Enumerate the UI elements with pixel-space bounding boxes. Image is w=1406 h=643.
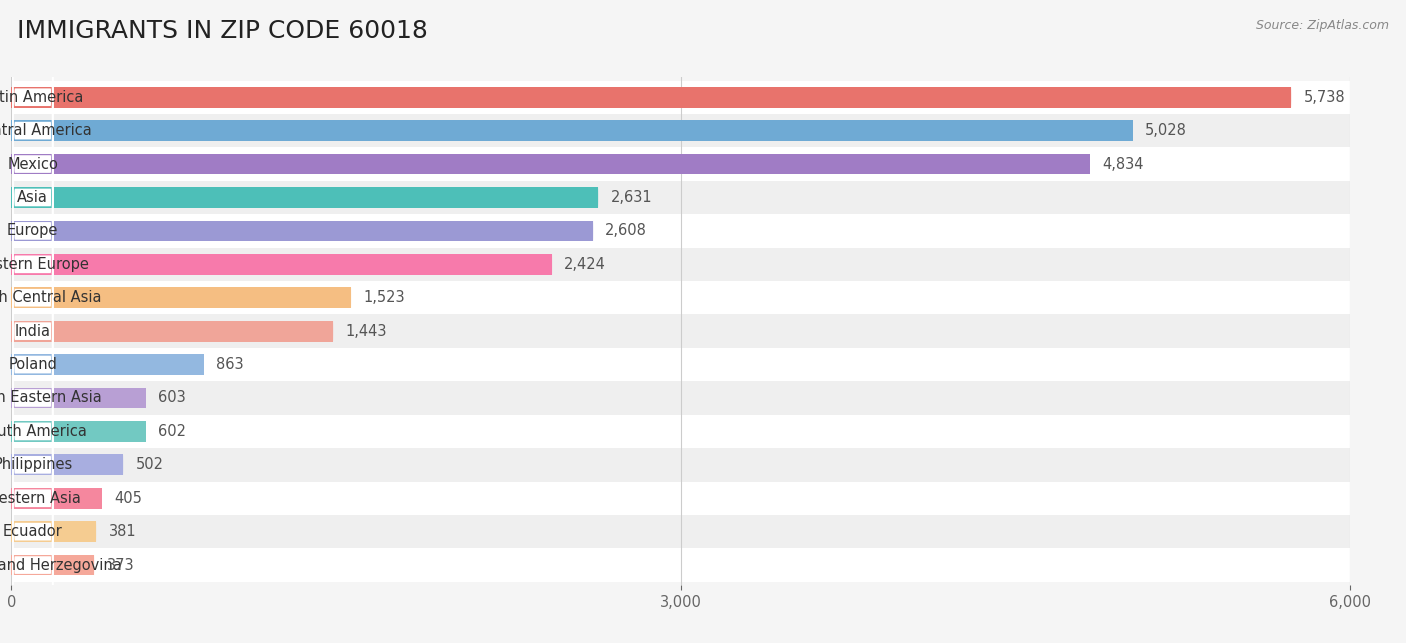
- Bar: [11, 354, 204, 375]
- FancyBboxPatch shape: [13, 0, 53, 643]
- Bar: [0, 448, 1406, 482]
- Bar: [11, 488, 101, 509]
- Bar: [11, 287, 352, 308]
- Text: Asia: Asia: [17, 190, 48, 205]
- Bar: [0, 314, 1406, 348]
- Bar: [11, 421, 146, 442]
- FancyBboxPatch shape: [13, 173, 53, 643]
- Text: Philippines: Philippines: [0, 457, 72, 473]
- Text: Central America: Central America: [0, 123, 93, 138]
- Text: South Central Asia: South Central Asia: [0, 290, 101, 305]
- Bar: [11, 120, 1133, 141]
- Bar: [11, 388, 146, 408]
- Text: Europe: Europe: [7, 223, 59, 239]
- Text: Bosnia and Herzegovina: Bosnia and Herzegovina: [0, 557, 122, 572]
- Text: Latin America: Latin America: [0, 90, 83, 105]
- Bar: [11, 154, 1090, 174]
- FancyBboxPatch shape: [13, 140, 53, 643]
- Text: Source: ZipAtlas.com: Source: ZipAtlas.com: [1256, 19, 1389, 32]
- FancyBboxPatch shape: [13, 6, 53, 643]
- Bar: [0, 548, 1406, 582]
- Text: 1,523: 1,523: [363, 290, 405, 305]
- Text: 502: 502: [135, 457, 163, 473]
- Bar: [11, 187, 598, 208]
- Text: Western Asia: Western Asia: [0, 491, 80, 506]
- Text: South America: South America: [0, 424, 87, 439]
- FancyBboxPatch shape: [13, 0, 53, 556]
- Text: 2,631: 2,631: [610, 190, 652, 205]
- Text: 602: 602: [157, 424, 186, 439]
- Text: 373: 373: [107, 557, 135, 572]
- Text: 2,608: 2,608: [606, 223, 647, 239]
- Bar: [11, 555, 94, 575]
- Bar: [0, 381, 1406, 415]
- FancyBboxPatch shape: [13, 0, 53, 643]
- Bar: [0, 248, 1406, 281]
- Text: South Eastern Asia: South Eastern Asia: [0, 390, 103, 406]
- FancyBboxPatch shape: [13, 0, 53, 489]
- Bar: [11, 321, 333, 341]
- Text: Poland: Poland: [8, 357, 58, 372]
- FancyBboxPatch shape: [13, 0, 53, 643]
- FancyBboxPatch shape: [13, 0, 53, 623]
- FancyBboxPatch shape: [13, 0, 53, 643]
- Text: India: India: [15, 323, 51, 339]
- Text: Mexico: Mexico: [7, 156, 58, 172]
- Bar: [11, 87, 1291, 107]
- Bar: [0, 281, 1406, 314]
- Bar: [0, 181, 1406, 214]
- Bar: [11, 221, 593, 241]
- Bar: [0, 80, 1406, 114]
- Bar: [0, 415, 1406, 448]
- Text: Ecuador: Ecuador: [3, 524, 63, 539]
- Bar: [11, 521, 96, 542]
- FancyBboxPatch shape: [13, 73, 53, 643]
- Bar: [0, 147, 1406, 181]
- Bar: [0, 515, 1406, 548]
- Text: 4,834: 4,834: [1102, 156, 1143, 172]
- Text: 5,738: 5,738: [1303, 90, 1346, 105]
- Bar: [11, 455, 124, 475]
- Text: IMMIGRANTS IN ZIP CODE 60018: IMMIGRANTS IN ZIP CODE 60018: [17, 19, 427, 43]
- Text: 863: 863: [217, 357, 243, 372]
- Bar: [0, 348, 1406, 381]
- Text: Eastern Europe: Eastern Europe: [0, 257, 89, 272]
- Text: 2,424: 2,424: [564, 257, 606, 272]
- Text: 5,028: 5,028: [1146, 123, 1187, 138]
- Text: 1,443: 1,443: [346, 323, 387, 339]
- Text: 603: 603: [157, 390, 186, 406]
- Bar: [0, 482, 1406, 515]
- FancyBboxPatch shape: [13, 39, 53, 643]
- FancyBboxPatch shape: [13, 0, 53, 590]
- Bar: [0, 114, 1406, 147]
- FancyBboxPatch shape: [13, 106, 53, 643]
- Bar: [11, 254, 553, 275]
- Bar: [0, 214, 1406, 248]
- Text: 405: 405: [114, 491, 142, 506]
- Text: 381: 381: [108, 524, 136, 539]
- FancyBboxPatch shape: [13, 0, 53, 523]
